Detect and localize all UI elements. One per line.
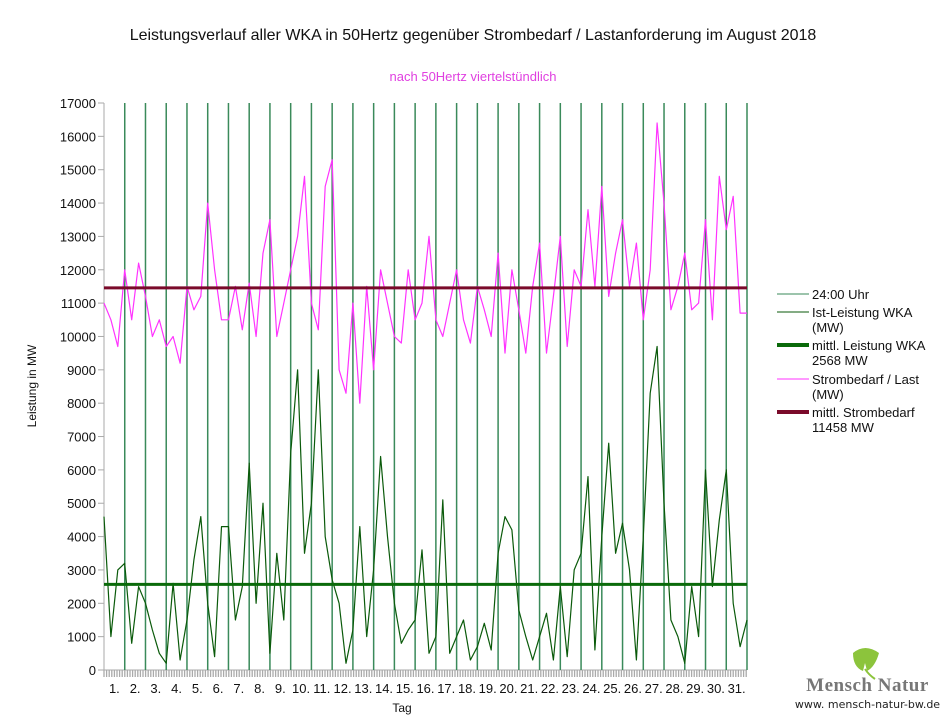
x-tick-label: 30. bbox=[707, 681, 725, 696]
x-tick-label: 28. bbox=[665, 681, 683, 696]
chart-title: Leistungsverlauf aller WKA in 50Hertz ge… bbox=[130, 27, 817, 44]
chart-subtitle: nach 50Hertz viertelstündlich bbox=[390, 69, 557, 84]
legend-label: Strombedarf / Last bbox=[812, 372, 919, 387]
x-tick-label: 8. bbox=[254, 681, 265, 696]
x-tick-label: 15. bbox=[396, 681, 414, 696]
y-axis-label: Leistung in MW bbox=[25, 344, 39, 427]
logo-url: www. mensch-natur-bw.de bbox=[794, 698, 941, 711]
x-tick-label: 14. bbox=[375, 681, 393, 696]
legend-label-line2: (MW) bbox=[812, 387, 844, 402]
x-tick-label: 20. bbox=[499, 681, 517, 696]
x-tick-label: 11. bbox=[313, 681, 330, 696]
y-tick-label: 5000 bbox=[67, 496, 96, 511]
x-tick-label: 31. bbox=[728, 681, 746, 696]
x-tick-label: 6. bbox=[213, 681, 224, 696]
x-tick-label: 9. bbox=[275, 681, 286, 696]
x-tick-label: 2. bbox=[130, 681, 141, 696]
x-tick-label: 29. bbox=[686, 681, 704, 696]
y-tick-label: 16000 bbox=[60, 129, 96, 144]
x-tick-label: 12. bbox=[333, 681, 351, 696]
x-tick-label: 22. bbox=[541, 681, 559, 696]
y-tick-label: 3000 bbox=[67, 563, 96, 578]
x-tick-label: 18. bbox=[458, 681, 476, 696]
y-tick-label: 8000 bbox=[67, 396, 96, 411]
x-tick-label: 26. bbox=[624, 681, 642, 696]
series-line-wka bbox=[103, 345, 748, 664]
legend-label: Ist-Leistung WKA bbox=[812, 305, 913, 320]
logo-name: Mensch Natur bbox=[806, 675, 929, 696]
x-tick-label: 3. bbox=[150, 681, 161, 696]
legend-label: 24:00 Uhr bbox=[812, 287, 870, 302]
legend-label-line2: 11458 MW bbox=[812, 420, 875, 435]
y-tick-label: 9000 bbox=[67, 363, 96, 378]
legend-label: mittl. Strombedarf bbox=[812, 405, 915, 420]
y-tick-label: 10000 bbox=[60, 329, 96, 344]
x-tick-label: 17. bbox=[437, 681, 455, 696]
y-tick-label: 13000 bbox=[60, 229, 96, 244]
y-tick-label: 14000 bbox=[60, 196, 96, 211]
x-tick-label: 10. bbox=[292, 681, 310, 696]
x-tick-label: 25. bbox=[603, 681, 621, 696]
series-line-load bbox=[103, 122, 747, 404]
x-tick-label: 1. bbox=[109, 681, 120, 696]
y-tick-label: 11000 bbox=[61, 296, 96, 311]
logo: Mensch Natur www. mensch-natur-bw.de bbox=[790, 645, 945, 711]
y-tick-label: 12000 bbox=[60, 263, 96, 278]
y-tick-label: 4000 bbox=[67, 530, 96, 545]
y-tick-label: 6000 bbox=[67, 463, 96, 478]
x-tick-label: 19. bbox=[479, 681, 497, 696]
legend-label: mittl. Leistung WKA bbox=[812, 338, 926, 353]
y-tick-label: 17000 bbox=[60, 96, 96, 111]
y-tick-label: 1000 bbox=[67, 630, 96, 645]
y-tick-label: 15000 bbox=[60, 163, 96, 178]
x-tick-label: 13. bbox=[354, 681, 372, 696]
x-tick-label: 5. bbox=[192, 681, 203, 696]
legend-label-line2: (MW) bbox=[812, 320, 844, 335]
legend-label-line2: 2568 MW bbox=[812, 353, 868, 368]
y-tick-label: 0 bbox=[89, 663, 96, 678]
x-tick-label: 21. bbox=[520, 681, 538, 696]
y-tick-label: 7000 bbox=[67, 430, 96, 445]
x-tick-label: 24. bbox=[582, 681, 600, 696]
ginkgo-leaf-icon bbox=[853, 648, 879, 680]
x-axis-label: Tag bbox=[392, 701, 411, 715]
x-tick-label: 4. bbox=[171, 681, 182, 696]
y-tick-label: 2000 bbox=[67, 596, 96, 611]
x-tick-label: 27. bbox=[645, 681, 663, 696]
x-tick-label: 23. bbox=[562, 681, 580, 696]
x-tick-label: 7. bbox=[233, 681, 244, 696]
x-tick-label: 16. bbox=[416, 681, 434, 696]
